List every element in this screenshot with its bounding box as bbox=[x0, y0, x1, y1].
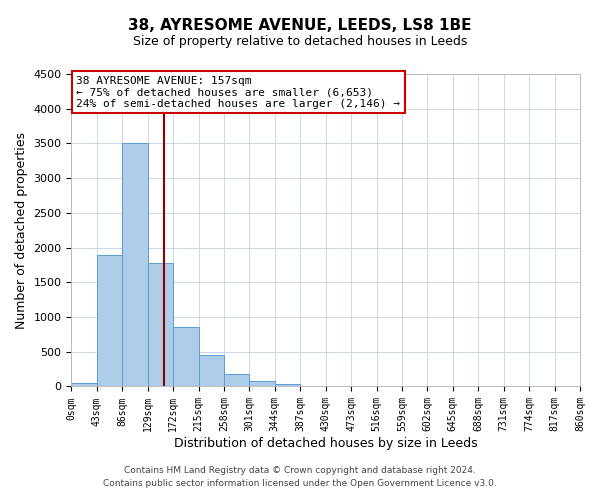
Bar bbox=[122, 144, 148, 386]
Bar bbox=[97, 254, 122, 386]
Text: 38, AYRESOME AVENUE, LEEDS, LS8 1BE: 38, AYRESOME AVENUE, LEEDS, LS8 1BE bbox=[128, 18, 472, 32]
Text: Size of property relative to detached houses in Leeds: Size of property relative to detached ho… bbox=[133, 35, 467, 48]
Bar bbox=[224, 374, 250, 386]
Y-axis label: Number of detached properties: Number of detached properties bbox=[15, 132, 28, 328]
Text: Contains HM Land Registry data © Crown copyright and database right 2024.
Contai: Contains HM Land Registry data © Crown c… bbox=[103, 466, 497, 487]
Bar bbox=[71, 383, 97, 386]
Text: 38 AYRESOME AVENUE: 157sqm
← 75% of detached houses are smaller (6,653)
24% of s: 38 AYRESOME AVENUE: 157sqm ← 75% of deta… bbox=[76, 76, 400, 109]
Bar bbox=[148, 263, 173, 386]
Bar bbox=[275, 384, 300, 386]
Bar bbox=[250, 381, 275, 386]
Bar bbox=[173, 328, 199, 386]
X-axis label: Distribution of detached houses by size in Leeds: Distribution of detached houses by size … bbox=[174, 437, 478, 450]
Bar bbox=[199, 354, 224, 386]
